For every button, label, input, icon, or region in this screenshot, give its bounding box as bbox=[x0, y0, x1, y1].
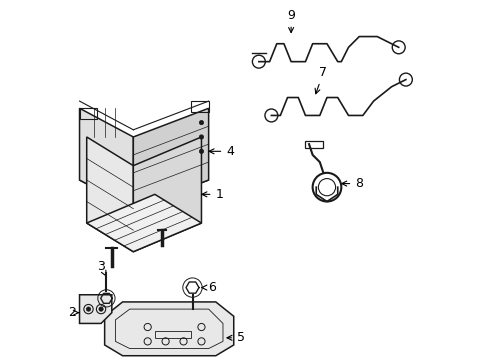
Circle shape bbox=[199, 149, 203, 153]
Polygon shape bbox=[80, 151, 208, 209]
Text: 7: 7 bbox=[314, 66, 327, 94]
Circle shape bbox=[99, 307, 103, 311]
Text: 5: 5 bbox=[226, 331, 244, 344]
Polygon shape bbox=[133, 137, 201, 252]
Text: 6: 6 bbox=[202, 281, 216, 294]
Polygon shape bbox=[86, 194, 201, 252]
Text: 1: 1 bbox=[202, 188, 223, 201]
Text: 2: 2 bbox=[68, 306, 79, 319]
Circle shape bbox=[199, 121, 203, 125]
Text: 3: 3 bbox=[97, 260, 106, 276]
Polygon shape bbox=[80, 295, 112, 323]
Circle shape bbox=[86, 307, 90, 311]
Text: 9: 9 bbox=[286, 9, 294, 32]
Polygon shape bbox=[133, 108, 208, 209]
Polygon shape bbox=[104, 302, 233, 356]
Text: 8: 8 bbox=[341, 177, 363, 190]
Polygon shape bbox=[80, 108, 133, 209]
Polygon shape bbox=[86, 137, 133, 252]
Circle shape bbox=[199, 135, 203, 139]
Text: 4: 4 bbox=[209, 145, 234, 158]
